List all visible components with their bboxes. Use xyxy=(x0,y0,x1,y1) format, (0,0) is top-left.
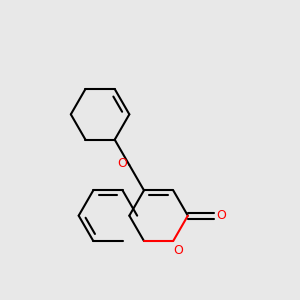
Text: O: O xyxy=(217,209,226,222)
Text: O: O xyxy=(118,157,128,170)
Text: O: O xyxy=(173,244,183,256)
